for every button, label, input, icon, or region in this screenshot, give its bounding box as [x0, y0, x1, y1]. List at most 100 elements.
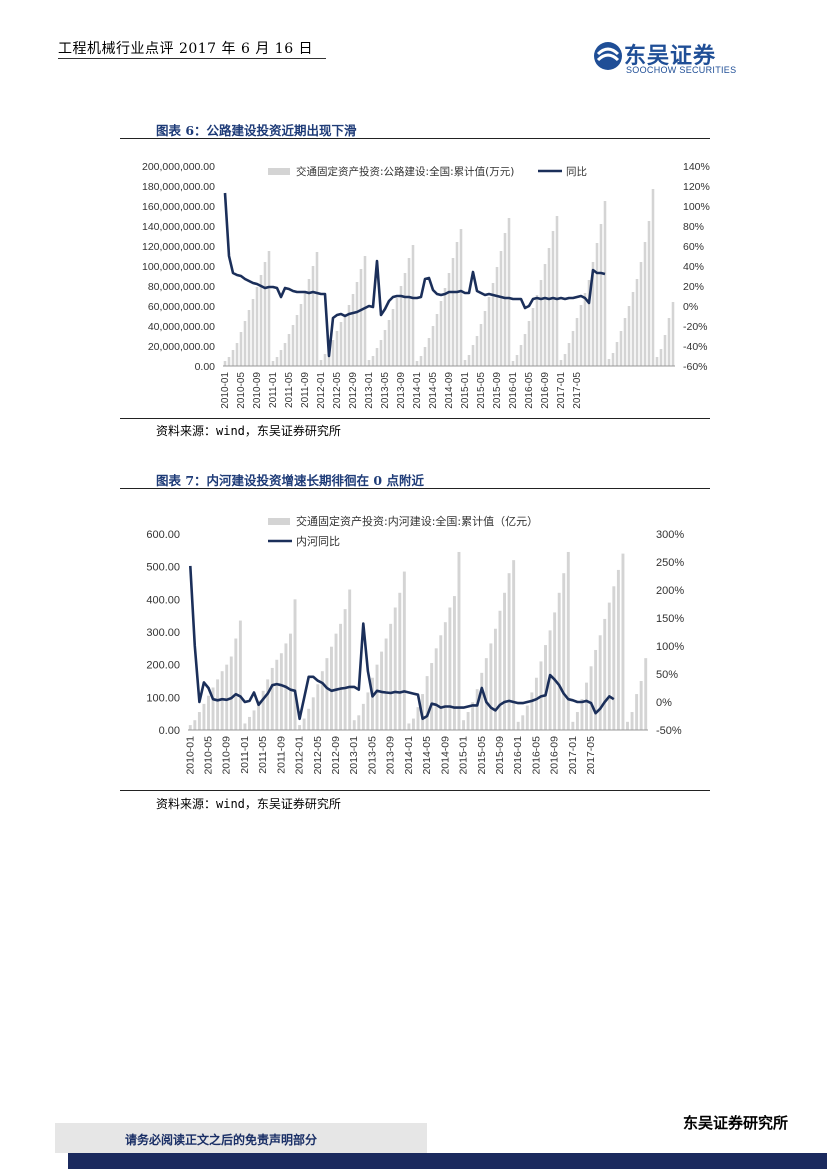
bar: [495, 267, 499, 366]
x-axis-tick-label: 2013-05: [380, 372, 391, 409]
bar: [603, 618, 607, 730]
figure-7-source: 资料来源：wind，东吴证券研究所: [156, 797, 341, 811]
bar: [555, 216, 559, 366]
bar: [507, 573, 511, 730]
bar: [480, 672, 484, 730]
bar: [562, 573, 566, 730]
x-axis-tick-label: 2014-01: [412, 372, 423, 409]
bar: [193, 720, 197, 730]
bar: [451, 258, 455, 366]
x-axis-tick-label: 2010-05: [202, 736, 214, 775]
bar: [330, 646, 333, 730]
bar: [325, 658, 329, 730]
y2-axis-tick-label: 50%: [656, 669, 678, 681]
bar: [611, 353, 615, 366]
x-axis-tick-label: 2010-09: [221, 736, 233, 775]
y2-axis-tick-label: 300%: [656, 529, 684, 541]
y2-axis-tick-label: 200%: [656, 585, 684, 597]
bar: [384, 638, 388, 730]
y2-axis-tick-label: 250%: [656, 557, 684, 569]
company-logo: 东吴证券 SOOCHOW SECURITIES: [592, 38, 762, 78]
bar: [659, 349, 663, 366]
bar: [626, 721, 629, 730]
bar: [535, 295, 539, 366]
bar: [339, 623, 343, 730]
figure-6-bottom-rule: [120, 418, 710, 419]
bar: [339, 322, 343, 366]
y2-axis-tick-label: -40%: [683, 341, 708, 353]
bar: [348, 589, 352, 730]
bar: [393, 607, 397, 730]
bar: [631, 292, 635, 366]
bar: [587, 280, 591, 366]
bar: [331, 340, 335, 366]
y-axis-tick-label: 60,000,000.00: [148, 301, 215, 313]
bar: [434, 648, 438, 730]
y2-axis-tick-label: -60%: [683, 361, 708, 373]
bar: [275, 357, 279, 366]
bar: [216, 679, 220, 730]
y-axis-tick-label: 40,000,000.00: [148, 321, 215, 333]
bar: [411, 245, 415, 366]
bar: [543, 264, 547, 366]
bar: [612, 586, 616, 730]
bar: [320, 671, 324, 730]
y2-axis-tick-label: 60%: [683, 241, 704, 253]
bar: [311, 697, 315, 730]
x-axis-tick-label: 2012-09: [348, 372, 359, 409]
bar: [251, 299, 255, 366]
y-axis-tick-label: 80,000,000.00: [148, 281, 215, 293]
bar: [598, 635, 602, 730]
x-axis-tick-label: 2011-05: [257, 736, 269, 774]
bar: [534, 677, 538, 730]
bar: [319, 360, 323, 366]
x-axis-tick-label: 2010-09: [252, 372, 263, 409]
bar: [515, 355, 519, 366]
bar: [363, 256, 367, 366]
bar: [351, 294, 355, 366]
bar: [667, 318, 671, 366]
bar: [607, 359, 611, 366]
bar: [623, 318, 627, 366]
x-axis-tick-label: 2017-05: [585, 736, 597, 775]
series-line-yoy: [189, 565, 615, 721]
bar: [523, 334, 527, 366]
bar: [399, 286, 403, 366]
bar: [567, 343, 571, 366]
bar: [531, 308, 535, 366]
figure-7-top-rule: [120, 488, 710, 489]
footer-disclaimer-box: 请务必阅读正文之后的免责声明部分: [55, 1123, 427, 1153]
x-axis-tick-label: 2012-01: [316, 372, 327, 409]
figure-7-chart: 0.00 100.00 200.00 300.00 400.00 500.00 600.00…: [146, 514, 684, 775]
bar: [443, 622, 447, 730]
bar: [303, 292, 307, 366]
bar: [503, 233, 507, 366]
x-axis-tick-label: 2011-01: [268, 372, 279, 408]
legend-label-bar: 交通固定资产投资:公路建设:全国:累计值(万元): [296, 165, 514, 178]
bar: [489, 643, 493, 730]
bar: [239, 332, 243, 366]
figure-6-top-rule: [120, 138, 710, 139]
bar: [238, 620, 242, 730]
bar: [559, 360, 563, 366]
bar: [257, 700, 261, 730]
x-axis-tick-label: 2012-01: [294, 736, 306, 775]
y-axis-tick-label: 100.00: [146, 692, 180, 704]
bar: [391, 309, 395, 366]
bar: [475, 689, 479, 730]
bar: [207, 695, 210, 730]
bar: [287, 334, 291, 366]
bar: [503, 592, 506, 730]
x-axis-tick-label: 2012-05: [332, 372, 343, 409]
bar: [519, 345, 523, 366]
header-title: 工程机械行业点评 2017 年 6 月 16 日: [58, 41, 314, 57]
bar: [271, 361, 275, 366]
legend-label-line: 同比: [566, 165, 587, 178]
bar: [259, 275, 263, 366]
bar: [366, 692, 370, 730]
bar: [663, 335, 667, 366]
bar: [379, 340, 383, 366]
bar: [471, 702, 475, 730]
bar: [643, 242, 647, 366]
y2-axis-tick-label: 120%: [683, 181, 710, 193]
